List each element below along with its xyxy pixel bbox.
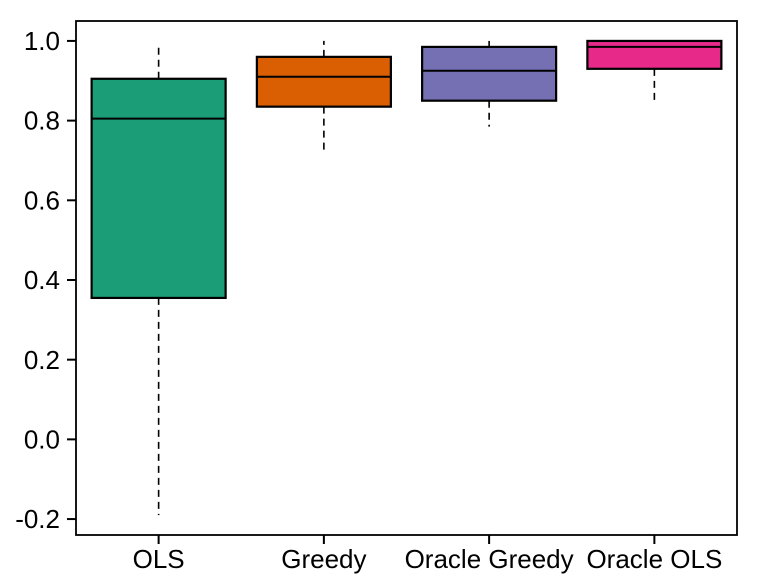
x-axis-category-label: Oracle OLS	[586, 544, 722, 574]
box-oracle-greedy	[421, 45, 558, 102]
box-ols	[90, 77, 227, 300]
y-tick-label: 0.2	[24, 345, 60, 375]
y-tick-label: 0.6	[24, 185, 60, 215]
y-tick-label: -0.2	[15, 504, 60, 534]
x-axis-category-label: Greedy	[281, 544, 366, 574]
y-tick-label: 0.4	[24, 265, 60, 295]
x-axis-category-label: OLS	[133, 544, 185, 574]
x-axis-category-label: Oracle Greedy	[405, 544, 574, 574]
box-oracle-ols	[586, 39, 723, 70]
y-tick-label: 0.8	[24, 106, 60, 136]
y-tick-label: 0.0	[24, 424, 60, 454]
plot-border	[75, 20, 738, 536]
y-tick-label: 1.0	[24, 26, 60, 56]
box-greedy	[255, 55, 392, 108]
